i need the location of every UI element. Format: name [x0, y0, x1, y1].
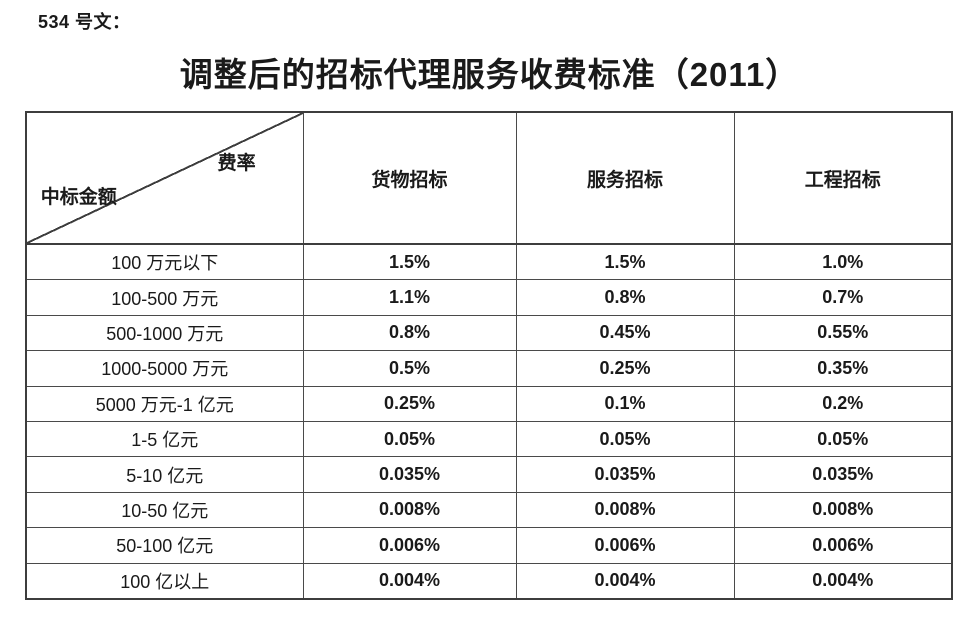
- corner-label-rate: 费率: [217, 153, 256, 175]
- corner-label-amount: 中标金额: [40, 187, 117, 209]
- engineering-rate-cell: 0.004%: [733, 562, 953, 600]
- table-row: 100-500 万元 1.1% 0.8% 0.7%: [25, 279, 953, 316]
- engineering-rate-cell: 0.035%: [733, 456, 953, 493]
- column-header-service: 服务招标: [515, 111, 735, 245]
- goods-rate-cell: 0.5%: [302, 350, 517, 387]
- header-row: 费率 中标金额 货物招标 服务招标 工程招标: [25, 111, 953, 245]
- table-row: 50-100 亿元 0.006% 0.006% 0.006%: [25, 527, 953, 564]
- goods-rate-cell: 0.006%: [302, 527, 517, 564]
- service-rate-cell: 0.05%: [515, 420, 735, 458]
- amount-cell: 1-5 亿元: [25, 420, 304, 458]
- amount-cell: 100 亿以上: [25, 562, 304, 600]
- goods-rate-cell: 1.1%: [302, 279, 517, 316]
- service-rate-cell: 0.8%: [515, 279, 735, 316]
- service-rate-cell: 1.5%: [515, 243, 735, 281]
- engineering-rate-cell: 0.05%: [733, 420, 953, 458]
- service-rate-cell: 0.035%: [515, 456, 735, 493]
- table-row: 100 万元以下 1.5% 1.5% 1.0%: [25, 243, 953, 281]
- amount-cell: 5-10 亿元: [25, 456, 304, 493]
- engineering-rate-cell: 0.55%: [733, 314, 953, 352]
- goods-rate-cell: 1.5%: [302, 243, 517, 281]
- table-row: 500-1000 万元 0.8% 0.45% 0.55%: [25, 314, 953, 352]
- goods-rate-cell: 0.008%: [302, 491, 517, 529]
- service-rate-cell: 0.25%: [515, 350, 735, 387]
- engineering-rate-cell: 0.008%: [733, 491, 953, 529]
- amount-cell: 100-500 万元: [25, 279, 304, 316]
- goods-rate-cell: 0.004%: [302, 562, 517, 600]
- amount-cell: 5000 万元-1 亿元: [25, 385, 304, 422]
- amount-cell: 500-1000 万元: [25, 314, 304, 352]
- amount-cell: 1000-5000 万元: [25, 350, 304, 387]
- service-rate-cell: 0.1%: [515, 385, 735, 422]
- amount-cell: 50-100 亿元: [25, 527, 304, 564]
- goods-rate-cell: 0.035%: [302, 456, 517, 493]
- service-rate-cell: 0.008%: [515, 491, 735, 529]
- table-row: 1-5 亿元 0.05% 0.05% 0.05%: [25, 420, 953, 458]
- diagonal-corner-cell: 费率 中标金额: [25, 111, 304, 245]
- table-row: 100 亿以上 0.004% 0.004% 0.004%: [25, 562, 953, 600]
- column-header-goods: 货物招标: [302, 111, 517, 245]
- goods-rate-cell: 0.25%: [302, 385, 517, 422]
- engineering-rate-cell: 0.006%: [733, 527, 953, 564]
- engineering-rate-cell: 0.35%: [733, 350, 953, 387]
- service-rate-cell: 0.004%: [515, 562, 735, 600]
- goods-rate-cell: 0.8%: [302, 314, 517, 352]
- doc-reference: 534 号文：: [38, 12, 131, 32]
- page-title: 调整后的招标代理服务收费标准（2011）: [179, 56, 800, 93]
- engineering-rate-cell: 1.0%: [733, 243, 953, 281]
- table-row: 5-10 亿元 0.035% 0.035% 0.035%: [25, 456, 953, 493]
- engineering-rate-cell: 0.2%: [733, 385, 953, 422]
- service-rate-cell: 0.45%: [515, 314, 735, 352]
- table-row: 1000-5000 万元 0.5% 0.25% 0.35%: [25, 350, 953, 387]
- service-rate-cell: 0.006%: [515, 527, 735, 564]
- table-row: 5000 万元-1 亿元 0.25% 0.1% 0.2%: [25, 385, 953, 422]
- fee-table: 费率 中标金额 货物招标 服务招标 工程招标 100 万元以下 1.5% 1.5…: [25, 111, 953, 600]
- column-header-engineering: 工程招标: [733, 111, 953, 245]
- engineering-rate-cell: 0.7%: [733, 279, 953, 316]
- amount-cell: 10-50 亿元: [25, 491, 304, 529]
- amount-cell: 100 万元以下: [25, 243, 304, 281]
- table-row: 10-50 亿元 0.008% 0.008% 0.008%: [25, 491, 953, 529]
- goods-rate-cell: 0.05%: [302, 420, 517, 458]
